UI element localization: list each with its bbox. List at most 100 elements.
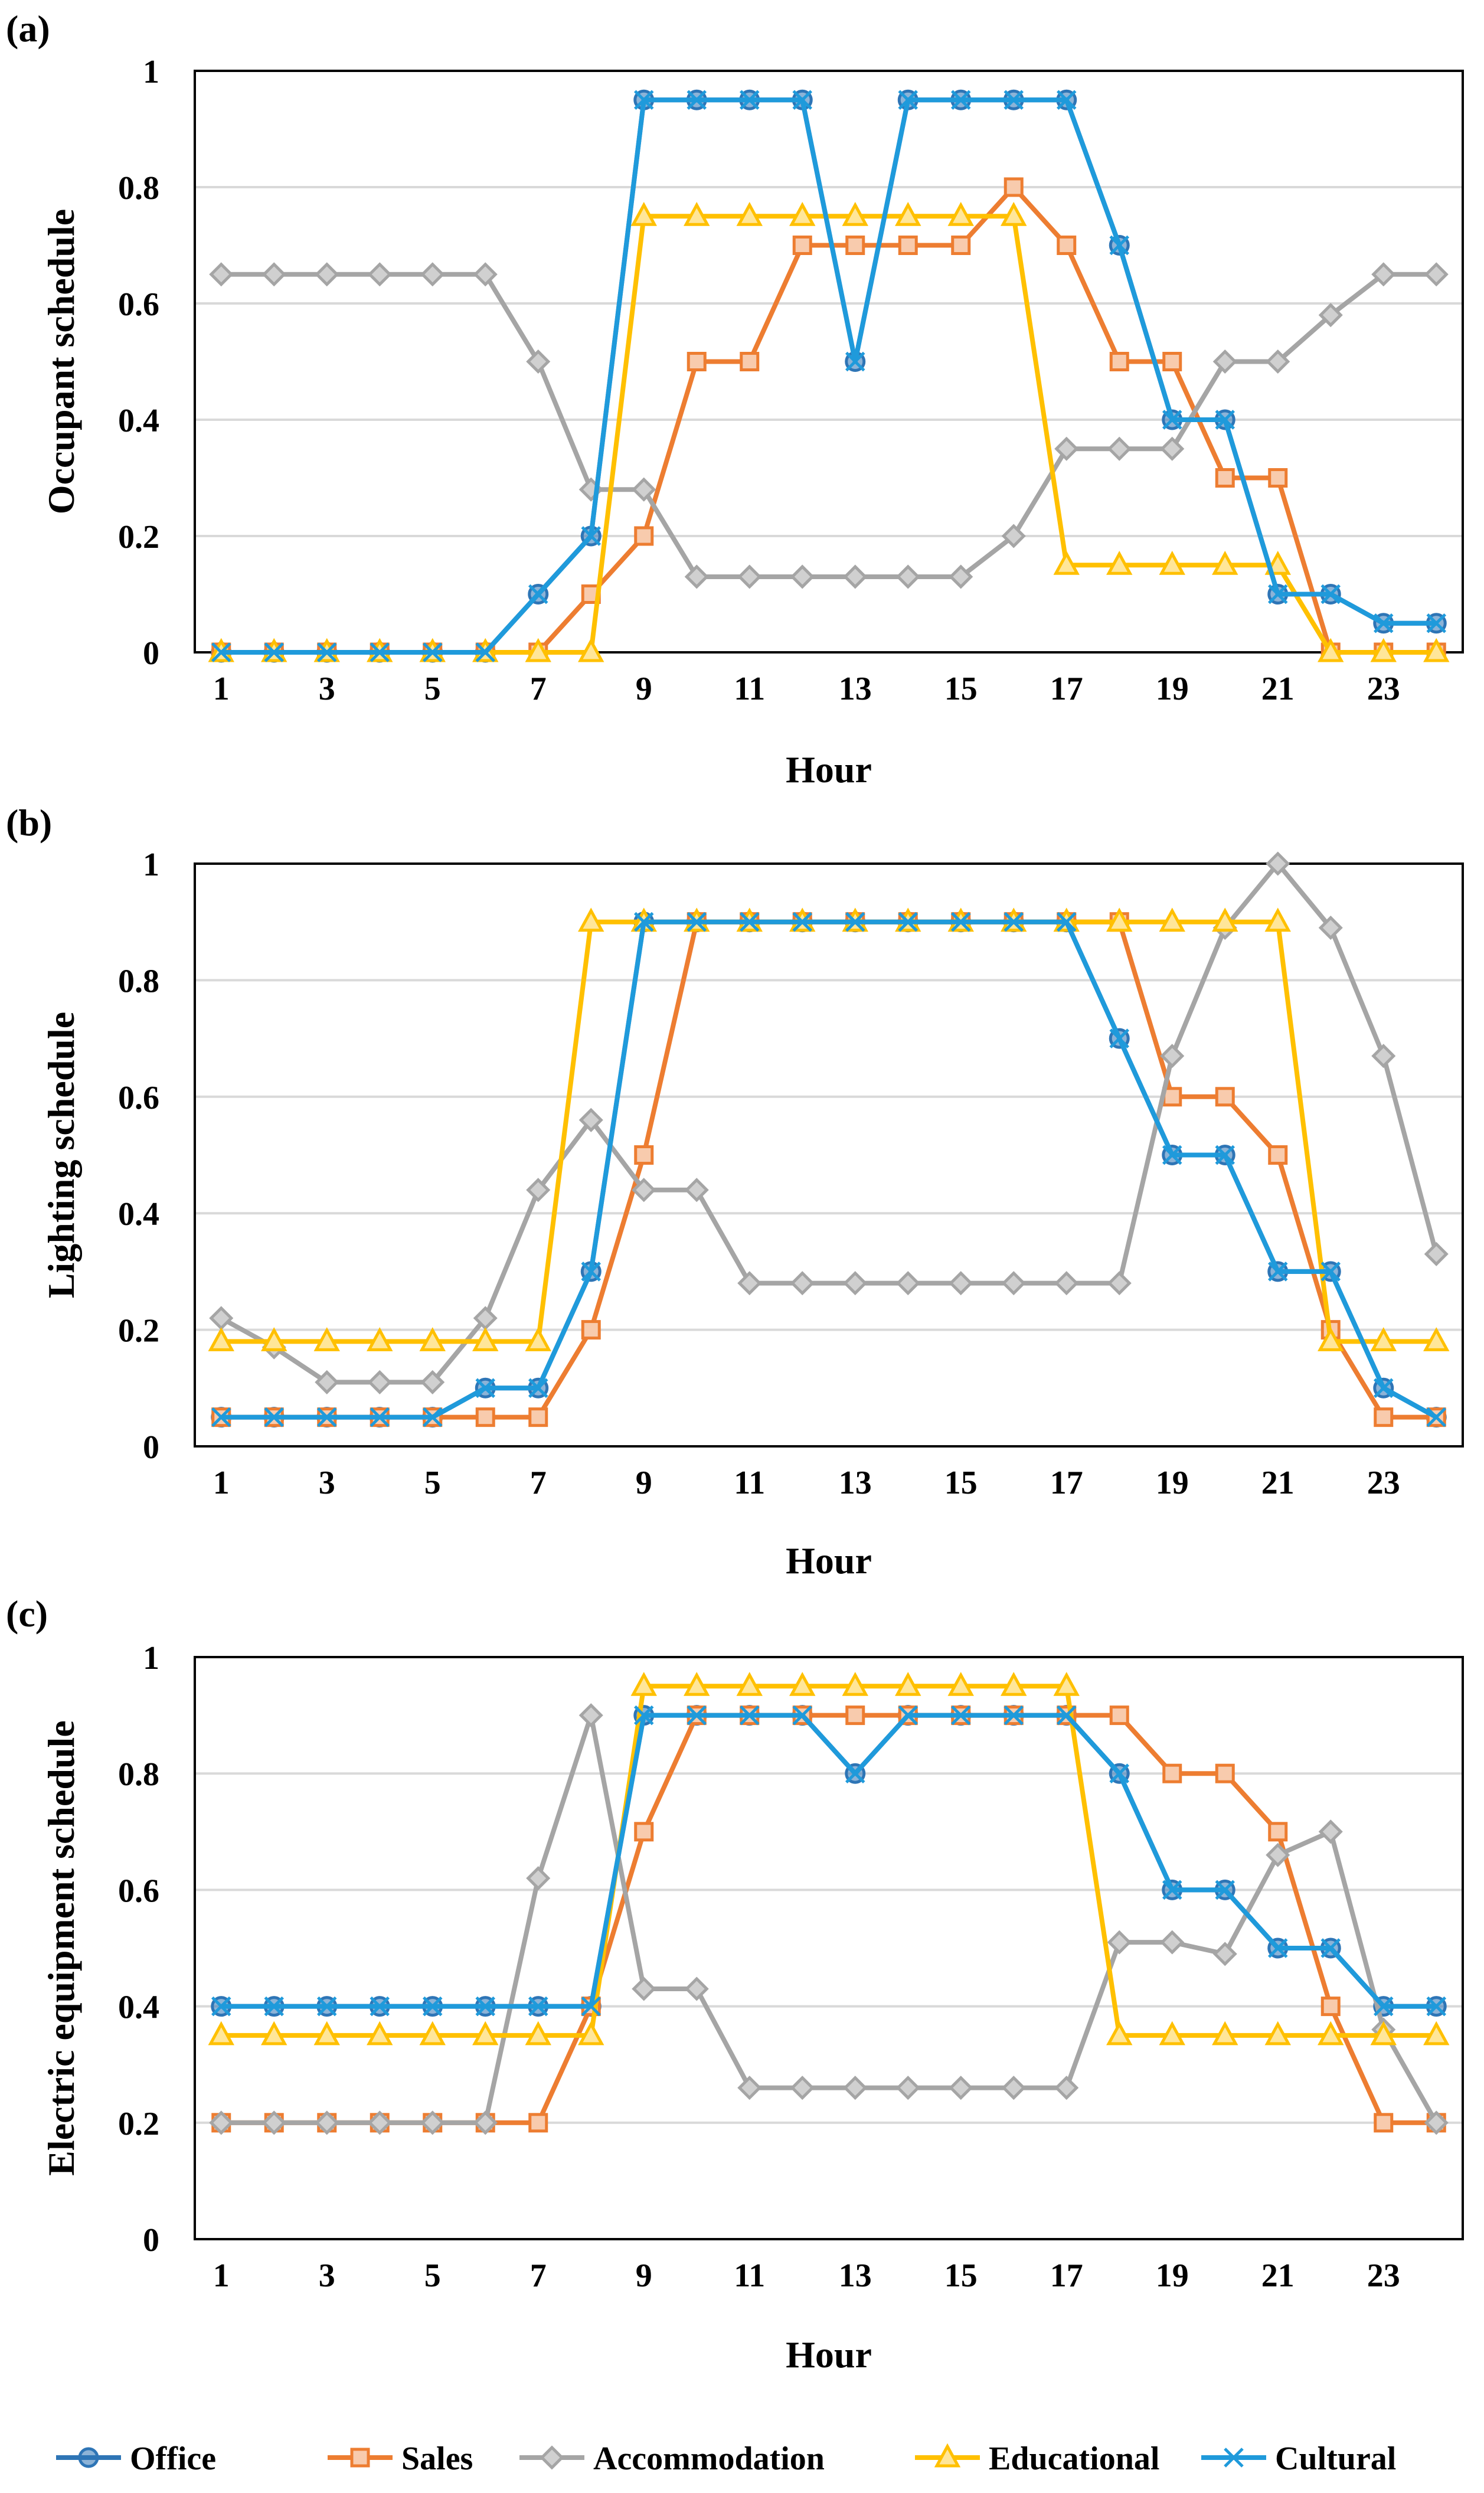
legend-item-cultural: Cultural <box>1201 2440 1396 2477</box>
x-tick-label: 11 <box>734 1465 765 1501</box>
data-point-cultural <box>528 1996 548 2017</box>
y-tick-label: 1 <box>143 847 159 883</box>
y-axis-title: Electric equipment schedule <box>40 1720 82 2175</box>
series-educational <box>208 1672 1450 2046</box>
data-point-educational <box>1106 551 1133 575</box>
x-tick-label: 3 <box>319 671 335 707</box>
data-point-cultural <box>1004 911 1024 932</box>
x-tick-label: 23 <box>1367 2257 1400 2294</box>
data-point-cultural <box>898 1705 918 1726</box>
data-point-accommodation <box>949 1271 973 1296</box>
y-tick-label: 0.6 <box>118 286 159 323</box>
data-point-cultural <box>739 90 760 110</box>
x-tick-label: 15 <box>944 1465 978 1501</box>
legend: Office Sales Accommodation Educational Cultu… <box>56 2440 1396 2477</box>
data-point-cultural <box>211 1407 231 1427</box>
data-point-sales <box>1374 1407 1394 1427</box>
data-point-cultural <box>1162 1880 1182 1900</box>
data-point-educational <box>1053 1672 1080 1696</box>
data-point-cultural <box>211 642 231 662</box>
legend-label: Sales <box>401 2440 473 2477</box>
data-point-educational <box>578 2021 604 2046</box>
data-point-educational <box>367 2021 393 2046</box>
data-point-accommodation <box>1212 1942 1237 1966</box>
data-point-educational <box>419 2021 446 2046</box>
x-tick-label: 13 <box>839 2257 872 2294</box>
data-point-cultural <box>845 1763 865 1783</box>
data-point-educational <box>947 1672 974 1696</box>
data-point-accommodation <box>790 2076 815 2100</box>
data-point-accommodation <box>1266 349 1290 374</box>
data-point-accommodation <box>1318 916 1343 940</box>
data-point-accommodation <box>1107 1271 1132 1296</box>
data-point-accommodation <box>526 1866 551 1891</box>
data-point-sales <box>634 1822 654 1842</box>
data-point-educational <box>208 2021 234 2046</box>
y-tick-label: 0.8 <box>118 170 159 207</box>
data-point-educational <box>1001 202 1027 226</box>
data-point-cultural <box>1109 1028 1130 1048</box>
data-point-sales <box>1162 1763 1182 1783</box>
data-point-cultural <box>422 1407 443 1427</box>
data-point-accommodation <box>1424 262 1449 287</box>
data-point-accommodation <box>843 1271 868 1296</box>
data-point-accommodation <box>315 262 339 287</box>
legend-label: Accommodation <box>593 2440 825 2477</box>
data-point-educational <box>684 1672 710 1696</box>
x-tick-label: 23 <box>1367 1465 1400 1501</box>
data-point-educational <box>313 2021 340 2046</box>
data-point-educational <box>736 202 763 226</box>
data-point-accommodation <box>684 1178 709 1203</box>
data-point-educational <box>1159 907 1185 932</box>
data-point-accommodation <box>315 2110 339 2135</box>
data-point-accommodation <box>632 477 656 502</box>
data-point-educational <box>630 202 657 226</box>
data-point-accommodation <box>473 2110 498 2135</box>
legend-marker <box>540 2445 564 2470</box>
y-tick-label: 0.2 <box>118 1313 159 1350</box>
x-axis-title: Hour <box>786 749 872 790</box>
y-tick-label: 0.2 <box>118 2106 159 2142</box>
data-point-cultural <box>1267 584 1288 605</box>
y-tick-label: 0.4 <box>118 403 159 439</box>
data-point-accommodation <box>684 1976 709 2001</box>
data-point-cultural <box>1215 1145 1235 1165</box>
data-point-cultural <box>1320 1938 1341 1958</box>
legend-label: Office <box>130 2440 216 2477</box>
data-point-educational <box>1212 2021 1238 2046</box>
data-point-cultural <box>1267 1262 1288 1282</box>
data-point-cultural <box>950 911 971 932</box>
data-point-cultural <box>1426 1996 1447 2017</box>
data-point-accommodation <box>1212 349 1237 374</box>
data-point-sales <box>1057 236 1077 255</box>
data-point-educational <box>1423 638 1450 662</box>
y-tick-label: 0.8 <box>118 963 159 999</box>
x-tick-label: 11 <box>734 671 765 707</box>
series-line-cultural <box>221 1713 1437 2009</box>
y-axis-title: Occupant schedule <box>40 209 82 514</box>
x-tick-label: 13 <box>839 1465 872 1501</box>
data-point-cultural <box>739 911 760 932</box>
legend-item-accommodation: Accommodation <box>519 2440 825 2477</box>
y-tick-label: 0.2 <box>118 519 159 556</box>
y-tick-label: 0.6 <box>118 1873 159 1909</box>
data-point-accommodation <box>1266 851 1290 876</box>
data-point-sales <box>1162 352 1182 371</box>
data-point-cultural <box>633 1705 654 1726</box>
data-point-accommodation <box>1371 1044 1396 1069</box>
data-point-sales <box>475 1407 495 1427</box>
data-point-cultural <box>1426 1407 1447 1427</box>
data-point-accommodation <box>1318 303 1343 328</box>
x-tick-label: 21 <box>1261 1465 1295 1501</box>
data-point-accommodation <box>684 564 709 589</box>
data-point-cultural <box>264 1996 285 2017</box>
series-sales <box>211 1705 1446 2133</box>
series-cultural <box>211 911 1447 1427</box>
data-point-cultural <box>792 1705 813 1726</box>
x-tick-label: 5 <box>424 671 441 707</box>
data-point-educational <box>1370 1327 1397 1351</box>
data-point-cultural <box>1373 1996 1394 2017</box>
data-point-educational <box>1370 2021 1397 2046</box>
data-point-cultural <box>950 90 971 110</box>
